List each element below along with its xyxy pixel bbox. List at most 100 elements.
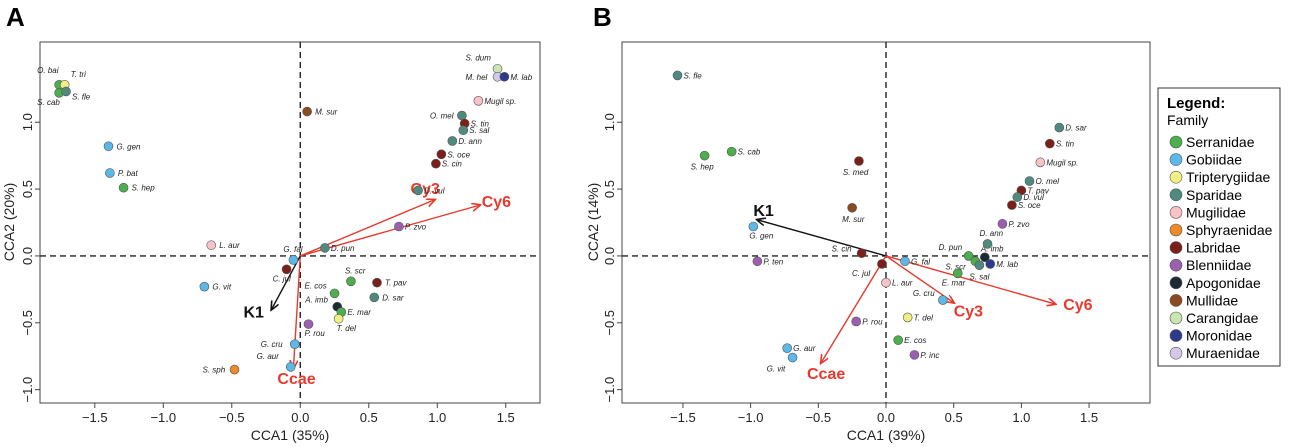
panel-b-point-d-vul bbox=[1012, 192, 1023, 202]
panel-b-point-label-p-inc: P. inc bbox=[920, 351, 939, 360]
panel-b-point-label-a-imb: A. imb bbox=[980, 244, 1004, 253]
panel-a-point-label-p-zvo: P. zvo bbox=[405, 223, 427, 232]
panel-b-point-l-aur bbox=[881, 277, 891, 288]
legend-swatch-sphyraenidae bbox=[1169, 223, 1183, 237]
legend-title: Legend: bbox=[1167, 95, 1225, 112]
panel-a-point-label-t-tri: T. tri bbox=[71, 70, 86, 79]
panel-a-point-g-aur bbox=[285, 362, 296, 372]
panel-b-point-o-mel bbox=[1024, 176, 1035, 186]
panel-b-vector-label-cy3: Cy3 bbox=[954, 304, 983, 321]
panel-a-xlabel: CCA1 (35%) bbox=[251, 427, 330, 443]
panel-b-point-label-o-mel: O. mel bbox=[1036, 177, 1060, 186]
panel-b-xlabel: CCA1 (39%) bbox=[847, 427, 926, 443]
panel-b-letter: B bbox=[593, 2, 612, 32]
panel-a-xtick-label: 0.0 bbox=[291, 410, 309, 425]
panel-b-point-label-e-mar: E. mar bbox=[942, 278, 966, 287]
panel-b-point-label-m-lab: M. lab bbox=[996, 260, 1018, 269]
legend-label-sphyraenidae: Sphyraenidae bbox=[1186, 222, 1273, 238]
panel-b-point-s-med bbox=[854, 156, 864, 166]
panel-a-xtick-label: 1.0 bbox=[428, 410, 446, 425]
panel-a-point-label-s-scr: S. scr bbox=[345, 266, 366, 275]
panel-a-xtick-label: 0.5 bbox=[360, 410, 378, 425]
panel-b-xtick-label: −1.0 bbox=[738, 410, 764, 425]
panel-a-point-label-p-rou: P. rou bbox=[304, 329, 325, 338]
panel-b-point-label-s-tin: S. tin bbox=[1056, 140, 1075, 149]
panel-b-xtick-label: 0.5 bbox=[945, 410, 963, 425]
panel-a-point-label-e-mar: E. mar bbox=[347, 308, 371, 317]
panel-a-point-label-c-jul: C. jul bbox=[273, 274, 291, 283]
panel-a-xtick-label: −0.5 bbox=[219, 410, 245, 425]
panel-a-point-t-del bbox=[333, 313, 344, 324]
legend-subtitle: Family bbox=[1167, 112, 1208, 128]
legend-label-moronidae: Moronidae bbox=[1186, 328, 1252, 344]
panel-b-point-p-zvo bbox=[997, 219, 1008, 229]
panel-a-point-g-cru bbox=[289, 339, 300, 349]
panel-b-point-label-e-cos: E. cos bbox=[904, 336, 926, 345]
panel-b-point-mugil-sp bbox=[1035, 157, 1046, 168]
panel-b-xtick-label: −1.5 bbox=[670, 410, 696, 425]
panel-a-point-p-zvo bbox=[394, 221, 404, 232]
panel-a-xtick-label: 1.5 bbox=[497, 410, 515, 425]
legend-swatch-mullidae bbox=[1169, 294, 1183, 307]
panel-a-vector-ccae bbox=[293, 255, 301, 368]
panel-b-point-label-g-vit: G. vit bbox=[767, 365, 786, 374]
panel-b-plot: −1.5 −1.0 −0.5 0.0 0.5 1.0 1.5 −1.0 −0.5 0.0 0.5 1.… bbox=[602, 42, 1150, 425]
panel-b-ytick-label: 0.5 bbox=[602, 180, 617, 198]
panel-a-point-g-gen bbox=[103, 141, 114, 152]
panel-a-point-label-g-fal: G. fal bbox=[283, 245, 302, 254]
panel-b-point-g-vit bbox=[787, 352, 798, 363]
panel-b-point-label-c-jul: C. jul bbox=[852, 269, 870, 278]
panel-a-point-label-s-oce: S. oce bbox=[447, 150, 470, 159]
panel-b-point-label-s-hep: S. hep bbox=[691, 163, 715, 172]
panel-a-ytick-label: 1.0 bbox=[20, 113, 35, 131]
panel-b: B −1.5 −1.0 −0.5 0.0 0.5 1.0 1.5 −1.0 −0.5 0.0 0.5… bbox=[585, 2, 1151, 443]
panel-b-vector-cy3 bbox=[885, 255, 954, 303]
panel-a-point-label-g-vit: G. vit bbox=[212, 283, 231, 292]
panel-a-point-label-d-sar: D. sar bbox=[382, 293, 404, 302]
panel-b-point-p-inc bbox=[909, 350, 920, 360]
legend-label-sparidae: Sparidae bbox=[1186, 187, 1242, 203]
panel-b-point-label-s-med: S. med bbox=[843, 168, 869, 177]
panel-a-point-s-cin bbox=[431, 158, 441, 169]
panel-a-point-label-s-sph: S. sph bbox=[203, 366, 226, 375]
panel-b-ytick-label: −0.5 bbox=[602, 310, 617, 336]
panel-b-point-a-imb bbox=[980, 252, 990, 263]
panel-a-point-label-m-hel: M. hel bbox=[466, 73, 488, 82]
panel-a-point-d-pun bbox=[320, 243, 330, 253]
panel-a-point-label-s-hep: S. hep bbox=[132, 184, 156, 193]
panel-b-point-g-cru bbox=[938, 295, 948, 305]
panel-a-point-label-s-cab: S. cab bbox=[37, 98, 60, 107]
panel-b-point-label-d-sar: D. sar bbox=[1065, 124, 1087, 133]
panel-a-point-m-sur bbox=[302, 106, 312, 117]
panel-a-point-s-hep bbox=[118, 182, 129, 193]
panel-a-ytick-label: 0.5 bbox=[20, 180, 35, 198]
panel-a-plot: −1.5 −1.0 −0.5 0.0 0.5 1.0 1.5 −1.0 −0.5 0.0 0.5 1.… bbox=[20, 42, 540, 425]
legend-swatch-tripterygiidae bbox=[1169, 170, 1183, 184]
panel-b-xtick-label: −0.5 bbox=[805, 410, 831, 425]
panel-b-vector-label-k1: K1 bbox=[753, 203, 774, 220]
panel-a-point-s-fle bbox=[61, 86, 71, 97]
panel-b-point-s-oce bbox=[1007, 200, 1017, 210]
panel-a-point-label-d-vul: D. vul bbox=[424, 186, 445, 195]
legend-label-mugilidae: Mugilidae bbox=[1186, 204, 1246, 220]
panel-b-point-d-sar bbox=[1054, 122, 1065, 133]
legend-label-blenniidae: Blenniidae bbox=[1186, 257, 1252, 273]
panel-a-frame bbox=[39, 41, 541, 404]
panel-a-point-c-jul bbox=[281, 264, 292, 275]
panel-a-ytick-label: −1.0 bbox=[20, 377, 35, 403]
panel-a-point-label-o-mel: O. mel bbox=[430, 112, 454, 121]
panel-a-point-p-rou bbox=[303, 319, 314, 329]
panel-a-point-label-s-dum: S. dum bbox=[466, 54, 492, 63]
legend-swatch-sparidae bbox=[1169, 188, 1183, 202]
panel-a-vector-label-cy6: Cy6 bbox=[482, 194, 511, 211]
panel-a-ytick-label: −0.5 bbox=[20, 310, 35, 336]
panel-a-point-mugil-sp bbox=[473, 96, 484, 106]
panel-a-letter: A bbox=[6, 2, 25, 32]
legend-swatch-blenniidae bbox=[1169, 258, 1183, 272]
panel-b-ytick-label: −1.0 bbox=[602, 377, 617, 403]
panel-a-point-m-lab bbox=[499, 71, 510, 82]
panel-a-point-label-t-del: T. del bbox=[337, 324, 356, 333]
legend-swatch-gobiidae bbox=[1169, 153, 1183, 166]
panel-b-point-s-tin bbox=[1045, 138, 1055, 149]
